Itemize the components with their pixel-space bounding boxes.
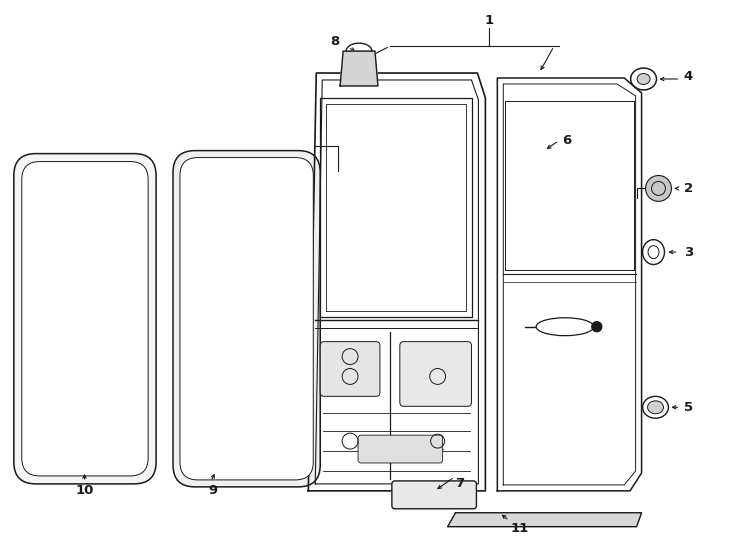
- Text: 2: 2: [684, 182, 693, 195]
- Text: 6: 6: [562, 134, 572, 147]
- Circle shape: [646, 176, 672, 201]
- Text: 10: 10: [76, 484, 94, 497]
- Text: 4: 4: [683, 70, 693, 83]
- Text: 7: 7: [455, 477, 464, 490]
- FancyBboxPatch shape: [14, 153, 156, 484]
- FancyBboxPatch shape: [173, 151, 320, 487]
- Text: 3: 3: [683, 246, 693, 259]
- Ellipse shape: [647, 401, 664, 414]
- FancyBboxPatch shape: [358, 435, 443, 463]
- Polygon shape: [340, 51, 378, 86]
- Polygon shape: [448, 513, 642, 526]
- Text: 11: 11: [510, 522, 528, 535]
- FancyBboxPatch shape: [400, 342, 471, 406]
- FancyBboxPatch shape: [22, 161, 148, 476]
- Ellipse shape: [637, 73, 650, 84]
- FancyBboxPatch shape: [180, 158, 313, 480]
- Text: 9: 9: [208, 484, 217, 497]
- Text: 1: 1: [484, 14, 494, 27]
- Circle shape: [592, 322, 602, 332]
- Text: 5: 5: [684, 401, 693, 414]
- FancyBboxPatch shape: [320, 342, 380, 396]
- FancyBboxPatch shape: [392, 481, 476, 509]
- Text: 8: 8: [330, 35, 340, 48]
